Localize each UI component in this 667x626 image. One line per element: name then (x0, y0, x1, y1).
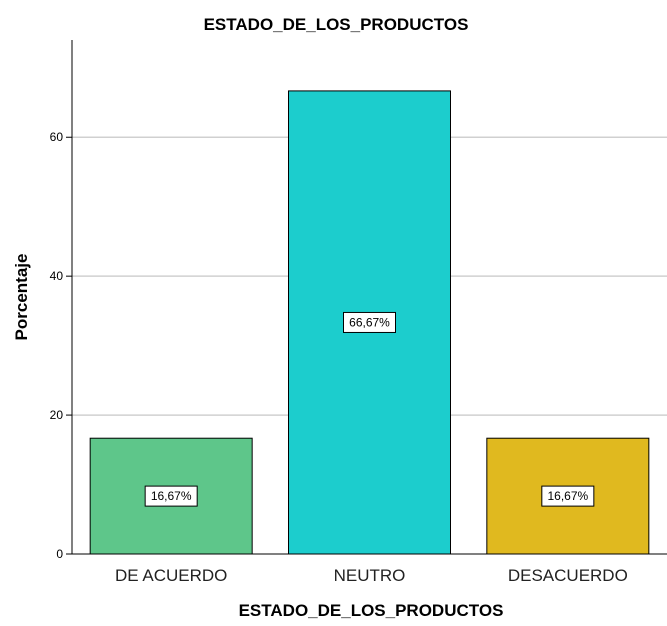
y-axis-title: Porcentaje (12, 254, 31, 341)
data-label-box (144, 485, 198, 507)
x-axis-title: ESTADO_DE_LOS_PRODUCTOS (239, 601, 504, 620)
x-tick-label: DE ACUERDO (115, 566, 227, 585)
data-label: 16,67% (151, 489, 192, 503)
y-axis-ticks: 0 20 40 60 (50, 130, 72, 561)
y-tick-label: 40 (50, 269, 64, 283)
y-tick-label: 60 (50, 130, 64, 144)
data-label-box (541, 485, 595, 507)
x-axis-labels: DE ACUERDO NEUTRO DESACUERDO (115, 566, 628, 585)
x-tick-label: DESACUERDO (508, 566, 628, 585)
x-tick-label: NEUTRO (334, 566, 406, 585)
y-tick-label: 0 (56, 547, 63, 561)
y-tick-label: 20 (50, 408, 64, 422)
bars: 16,67% 66,67% 16,67% (89, 90, 650, 555)
data-label: 16,67% (547, 489, 588, 503)
chart-title: ESTADO_DE_LOS_PRODUCTOS (204, 15, 469, 34)
data-label-box (343, 311, 396, 333)
data-label: 66,67% (349, 315, 390, 329)
